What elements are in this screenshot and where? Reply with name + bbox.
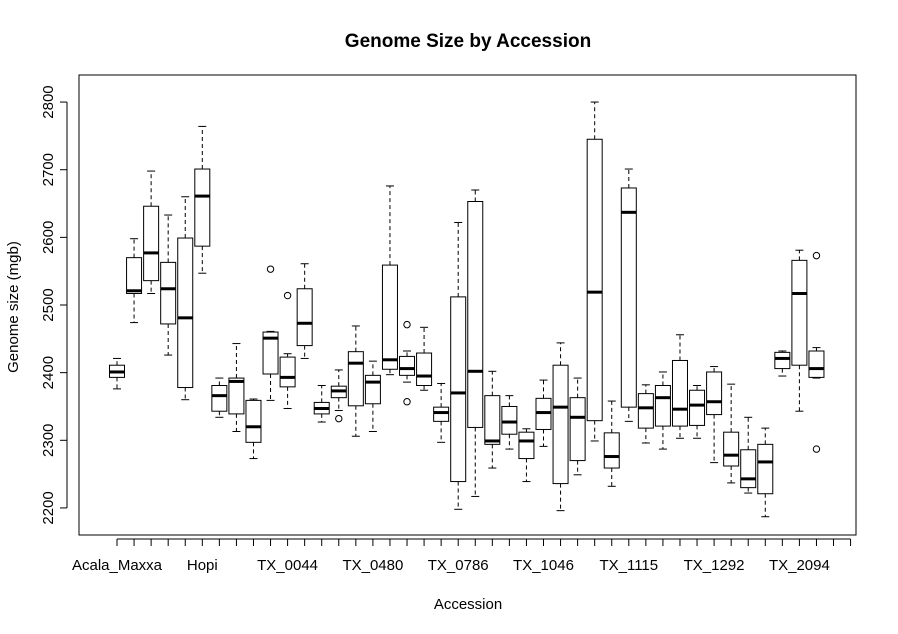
y-tick-label: 2200 <box>40 491 57 524</box>
y-axis-label: Genome size (mgb) <box>5 241 22 373</box>
box <box>791 259 808 366</box>
box <box>194 168 211 247</box>
box <box>757 443 774 495</box>
box <box>433 406 450 422</box>
box <box>620 187 637 408</box>
box <box>689 389 706 426</box>
box <box>467 201 484 428</box>
x-tick-label: TX_0480 <box>342 557 403 574</box>
outlier-point <box>812 251 821 260</box>
box <box>399 355 416 376</box>
x-tick-label: TX_2094 <box>769 557 830 574</box>
box <box>774 351 791 370</box>
box <box>808 350 825 378</box>
outlier-point <box>812 445 821 453</box>
outlier-point <box>403 320 411 329</box>
box <box>740 449 757 489</box>
outlier-point <box>403 398 411 406</box>
plot-frame <box>78 74 857 536</box>
box <box>143 205 160 282</box>
box <box>228 377 245 415</box>
outlier-point <box>266 265 275 273</box>
box <box>177 237 194 389</box>
box <box>501 405 518 435</box>
box <box>518 431 535 460</box>
outlier-point <box>283 291 292 300</box>
box <box>347 351 364 407</box>
box <box>296 288 313 347</box>
x-tick-label: TX_1115 <box>599 557 658 574</box>
box <box>279 356 296 388</box>
x-tick-label: TX_0786 <box>428 557 489 574</box>
box <box>586 138 603 422</box>
box <box>654 385 671 427</box>
outlier-point <box>335 414 343 423</box>
box <box>637 393 654 429</box>
y-tick-label: 2600 <box>40 221 57 254</box>
x-tick-label: TX_1046 <box>513 557 574 574</box>
box <box>671 359 688 427</box>
box <box>552 364 569 485</box>
box <box>450 296 467 483</box>
y-tick-label: 2300 <box>40 424 57 457</box>
x-tick-label: TX_0044 <box>257 557 318 574</box>
box <box>484 395 501 445</box>
plot-area: 2200 2300 2400 2500 2600 2700 2800 Acala_Maxxa H… <box>40 74 857 574</box>
box <box>723 431 740 467</box>
x-tick-label: Hopi <box>187 557 218 574</box>
box <box>126 257 143 295</box>
y-tick-label: 2700 <box>40 153 57 186</box>
box <box>603 432 620 469</box>
box <box>416 352 433 387</box>
x-axis-label: Accession <box>434 596 502 613</box>
box <box>364 374 381 405</box>
box <box>706 371 723 416</box>
y-tick-label: 2500 <box>40 288 57 321</box>
box <box>160 261 177 325</box>
box <box>245 399 262 443</box>
x-tick-label: Acala_Maxxa <box>72 557 163 574</box>
box <box>262 331 279 375</box>
box <box>381 264 398 370</box>
y-tick-label: 2400 <box>40 356 57 389</box>
box <box>569 397 586 462</box>
box <box>211 385 228 412</box>
y-tick-label: 2800 <box>40 85 57 118</box>
chart-title: Genome Size by Accession <box>345 31 591 52</box>
x-tick-label: TX_1292 <box>684 557 745 574</box>
